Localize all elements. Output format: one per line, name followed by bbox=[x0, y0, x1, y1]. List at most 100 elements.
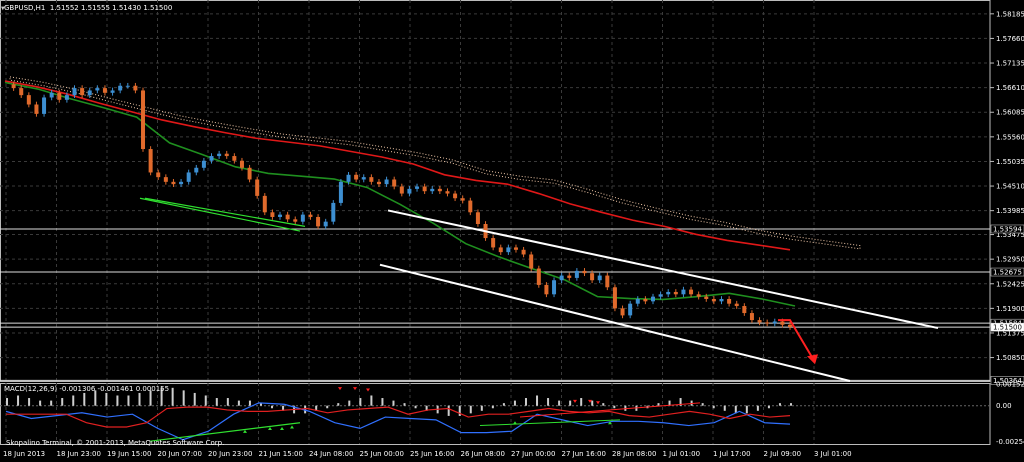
candle-body bbox=[19, 88, 24, 96]
candle-body bbox=[392, 179, 397, 187]
macd-histogram-bar bbox=[17, 395, 20, 406]
ohlc-values: 1.51552 1.51555 1.51430 1.51500 bbox=[49, 4, 173, 12]
candle-body bbox=[681, 289, 686, 295]
candle-body bbox=[460, 198, 465, 201]
candle-body bbox=[734, 303, 739, 307]
candle-body bbox=[369, 177, 374, 182]
time-axis-label: 26 Jun 08:00 bbox=[461, 450, 505, 458]
macd-histogram-bar bbox=[723, 405, 726, 411]
candle-body bbox=[255, 179, 260, 196]
candle-body bbox=[536, 268, 541, 285]
candle-body bbox=[110, 90, 115, 93]
macd-histogram-bar bbox=[182, 390, 185, 406]
candle-body bbox=[11, 84, 16, 89]
candle-body bbox=[361, 177, 366, 180]
macd-histogram-bar bbox=[767, 405, 770, 409]
macd-histogram-bar bbox=[524, 398, 527, 406]
time-axis-label: 25 Jun 16:00 bbox=[410, 450, 454, 458]
macd-axis-label: -0.002540 bbox=[996, 438, 1024, 446]
candle-body bbox=[171, 181, 176, 185]
candle-body bbox=[711, 298, 716, 302]
macd-divergence-line bbox=[519, 402, 701, 418]
price-axis-label: 1.51900 bbox=[996, 305, 1024, 313]
macd-histogram-bar bbox=[28, 398, 31, 406]
candle-body bbox=[42, 97, 47, 114]
candle-body bbox=[635, 298, 640, 304]
macd-histogram-bar bbox=[215, 398, 218, 406]
macd-histogram-bar bbox=[138, 392, 141, 406]
macd-histogram-bar bbox=[613, 405, 616, 409]
time-axis-label: 24 Jun 08:00 bbox=[309, 450, 353, 458]
price-level-label: 1.52675 bbox=[993, 269, 1022, 277]
candle-body bbox=[232, 156, 237, 161]
time-axis-label: 20 Jun 07:00 bbox=[158, 450, 202, 458]
price-axis-label: 1.55035 bbox=[996, 158, 1024, 166]
candle-body bbox=[788, 324, 792, 328]
candle-body bbox=[278, 214, 283, 217]
candle-body bbox=[148, 149, 153, 173]
sell-signal-arrow bbox=[573, 399, 577, 403]
candle-body bbox=[34, 104, 39, 114]
macd-histogram-bar bbox=[359, 398, 362, 406]
candle-body bbox=[506, 247, 511, 253]
time-axis-label: 3 Jul 01:00 bbox=[814, 450, 852, 458]
candle-body bbox=[194, 167, 199, 173]
chart-header: GBPUSD,H1 1.51552 1.51555 1.51430 1.5150… bbox=[4, 4, 172, 12]
macd-histogram-bar bbox=[712, 405, 715, 409]
candle-body bbox=[224, 153, 229, 157]
macd-histogram-bar bbox=[536, 395, 539, 406]
candle-body bbox=[262, 195, 267, 213]
macd-pane-frame bbox=[0, 383, 991, 445]
macd-histogram-bar bbox=[72, 395, 75, 406]
candle-body bbox=[346, 174, 351, 182]
candle-body bbox=[620, 308, 625, 316]
moving-average-green bbox=[4, 81, 796, 307]
candle-body bbox=[605, 275, 610, 288]
candle-body bbox=[57, 92, 62, 100]
buy-signal-arrow bbox=[290, 425, 294, 429]
candle-body bbox=[475, 212, 480, 225]
sell-signal-arrow bbox=[596, 401, 600, 405]
candle-body bbox=[612, 287, 617, 309]
sell-signal-arrow bbox=[353, 387, 357, 391]
candle-body bbox=[49, 92, 54, 98]
macd-histogram-bar bbox=[6, 398, 8, 406]
price-axis-label: 1.52425 bbox=[996, 280, 1024, 288]
macd-histogram-bar bbox=[447, 405, 450, 416]
projection-arrow bbox=[778, 319, 816, 363]
price-axis-label: 1.55560 bbox=[996, 133, 1024, 141]
symbol-dropdown-icon[interactable]: ▼ bbox=[1, 5, 5, 12]
candle-body bbox=[95, 88, 100, 91]
candle-body bbox=[719, 298, 724, 302]
time-axis-label: 27 Jun 16:00 bbox=[562, 450, 606, 458]
candle-body bbox=[552, 280, 557, 295]
candle-body bbox=[118, 85, 123, 91]
candle-body bbox=[445, 191, 450, 194]
price-level-label: 1.53594 bbox=[993, 225, 1022, 233]
candle-body bbox=[567, 275, 572, 278]
candle-body bbox=[765, 322, 770, 324]
support-line-green bbox=[139, 197, 301, 232]
time-axis-label: 21 Jun 15:00 bbox=[259, 450, 303, 458]
macd-histogram-bar bbox=[745, 405, 748, 414]
buy-signal-arrow bbox=[243, 429, 247, 433]
price-level-tag bbox=[990, 322, 1024, 332]
time-axis-label: 1 Jul 17:00 bbox=[713, 450, 751, 458]
price-axis-label: 1.52950 bbox=[996, 256, 1024, 264]
macd-signal-line bbox=[6, 406, 791, 428]
macd-histogram-bar bbox=[701, 403, 704, 406]
macd-histogram-bar bbox=[790, 403, 792, 406]
macd-histogram-bar bbox=[337, 403, 340, 406]
price-axis-label: 1.51375 bbox=[996, 329, 1024, 337]
buy-signal-arrow bbox=[608, 421, 612, 425]
candle-body bbox=[323, 221, 328, 227]
macd-histogram-bar bbox=[381, 398, 384, 406]
time-axis-label: 18 Jun 23:00 bbox=[57, 450, 101, 458]
macd-divergence-line bbox=[149, 422, 301, 442]
macd-histogram-bar bbox=[668, 400, 671, 406]
macd-histogram-bar bbox=[237, 400, 240, 406]
macd-histogram-bar bbox=[502, 403, 505, 406]
candle-body bbox=[407, 188, 412, 194]
